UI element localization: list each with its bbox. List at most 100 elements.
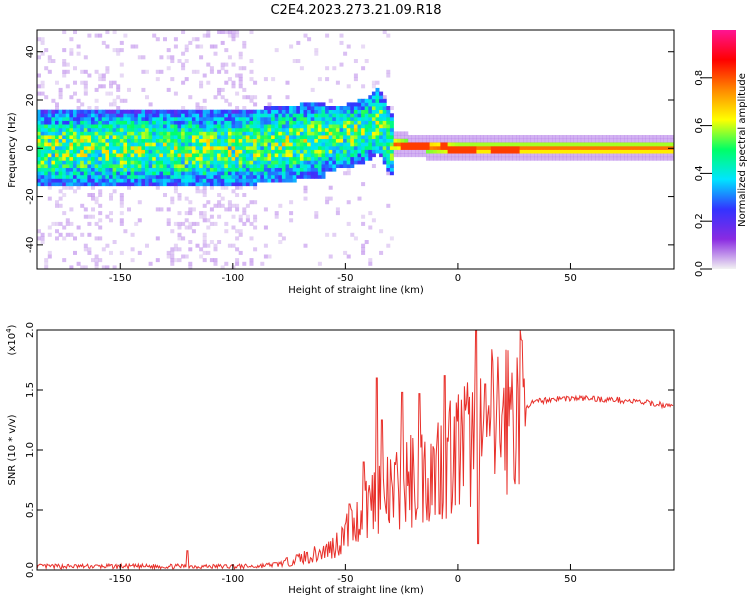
- heatmap-cell: [361, 84, 365, 88]
- heatmap-cell: [185, 171, 189, 175]
- heatmap-cell: [185, 211, 189, 215]
- heatmap-cell: [152, 146, 156, 150]
- heatmap-cell: [152, 171, 156, 175]
- heatmap-cell: [523, 142, 527, 146]
- heatmap-cell: [181, 182, 185, 186]
- heatmap-cell: [606, 139, 610, 143]
- heatmap-cell: [458, 157, 462, 161]
- heatmap-cell: [394, 142, 398, 146]
- heatmap-cell: [278, 117, 282, 121]
- heatmap-cell: [48, 186, 52, 190]
- heatmap-cell: [105, 124, 109, 128]
- heatmap-cell: [242, 164, 246, 168]
- heatmap-cell: [196, 222, 200, 226]
- heatmap-cell: [361, 113, 365, 117]
- heatmap-cell: [84, 157, 88, 161]
- heatmap-cell: [426, 142, 430, 146]
- heatmap-cell: [361, 182, 365, 186]
- heatmap-cell: [66, 157, 70, 161]
- heatmap-cell: [170, 251, 174, 255]
- heatmap-cell: [282, 168, 286, 172]
- heatmap-cell: [293, 106, 297, 110]
- heatmap-cell: [109, 81, 113, 85]
- heatmap-cell: [275, 175, 279, 179]
- heatmap-cell: [41, 139, 45, 143]
- heatmap-cell: [109, 142, 113, 146]
- heatmap-cell: [296, 124, 300, 128]
- heatmap-cell: [102, 150, 106, 154]
- heatmap-cell: [102, 74, 106, 78]
- heatmap-cell: [174, 128, 178, 132]
- heatmap-cell: [358, 102, 362, 106]
- heatmap-cell: [113, 189, 117, 193]
- heatmap-cell: [322, 171, 326, 175]
- heatmap-cell: [246, 121, 250, 125]
- heatmap-cell: [484, 157, 488, 161]
- heatmap-cell: [51, 146, 55, 150]
- heatmap-cell: [73, 179, 77, 183]
- heatmap-cell: [48, 157, 52, 161]
- heatmap-cell: [383, 146, 387, 150]
- heatmap-cell: [437, 153, 441, 157]
- heatmap-cell: [105, 142, 109, 146]
- heatmap-cell: [84, 88, 88, 92]
- heatmap-cell: [210, 182, 214, 186]
- heatmap-cell: [293, 113, 297, 117]
- heatmap-cell: [235, 124, 239, 128]
- heatmap-cell: [480, 153, 484, 157]
- heatmap-cell: [98, 226, 102, 230]
- heatmap-cell: [304, 171, 308, 175]
- heatmap-cell: [242, 175, 246, 179]
- heatmap-cell: [224, 30, 228, 34]
- heatmap-cell: [386, 121, 390, 125]
- heatmap-cell: [123, 157, 127, 161]
- heatmap-cell: [239, 179, 243, 183]
- heatmap-cell: [365, 153, 369, 157]
- heatmap-cell: [228, 121, 232, 125]
- heatmap-cell: [170, 175, 174, 179]
- heatmap-cell: [123, 150, 127, 154]
- heatmap-cell: [329, 168, 333, 172]
- heatmap-cell: [156, 175, 160, 179]
- heatmap-cell: [98, 236, 102, 240]
- heatmap-cell: [66, 222, 70, 226]
- heatmap-cell: [48, 117, 52, 121]
- heatmap-cell: [656, 142, 660, 146]
- heatmap-cell: [523, 153, 527, 157]
- heatmap-cell: [293, 117, 297, 121]
- heatmap-cell: [390, 139, 394, 143]
- heatmap-cell: [95, 236, 99, 240]
- heatmap-cell: [361, 135, 365, 139]
- heatmap-cell: [574, 150, 578, 154]
- heatmap-cell: [376, 106, 380, 110]
- heatmap-cell: [336, 207, 340, 211]
- heatmap-cell: [242, 142, 246, 146]
- heatmap-cell: [59, 197, 63, 201]
- heatmap-cell: [185, 153, 189, 157]
- heatmap-cell: [80, 121, 84, 125]
- heatmap-cell: [178, 117, 182, 121]
- heatmap-cell: [138, 110, 142, 114]
- heatmap-cell: [617, 146, 621, 150]
- heatmap-cell: [372, 164, 376, 168]
- heatmap-cell: [253, 186, 257, 190]
- heatmap-cell: [120, 110, 124, 114]
- heatmap-cell: [390, 157, 394, 161]
- heatmap-cell: [271, 168, 275, 172]
- heatmap-cell: [368, 128, 372, 132]
- heatmap-cell: [206, 168, 210, 172]
- heatmap-cell: [196, 153, 200, 157]
- heatmap-cell: [199, 171, 203, 175]
- heatmap-cell: [37, 124, 41, 128]
- heatmap-cell: [221, 30, 225, 34]
- heatmap-cell: [87, 193, 91, 197]
- heatmap-cell: [196, 117, 200, 121]
- heatmap-cell: [307, 168, 311, 172]
- heatmap-cell: [95, 146, 99, 150]
- heatmap-cell: [358, 139, 362, 143]
- heatmap-cell: [138, 160, 142, 164]
- heatmap-cell: [55, 113, 59, 117]
- heatmap-cell: [116, 164, 120, 168]
- heatmap-cell: [113, 99, 117, 103]
